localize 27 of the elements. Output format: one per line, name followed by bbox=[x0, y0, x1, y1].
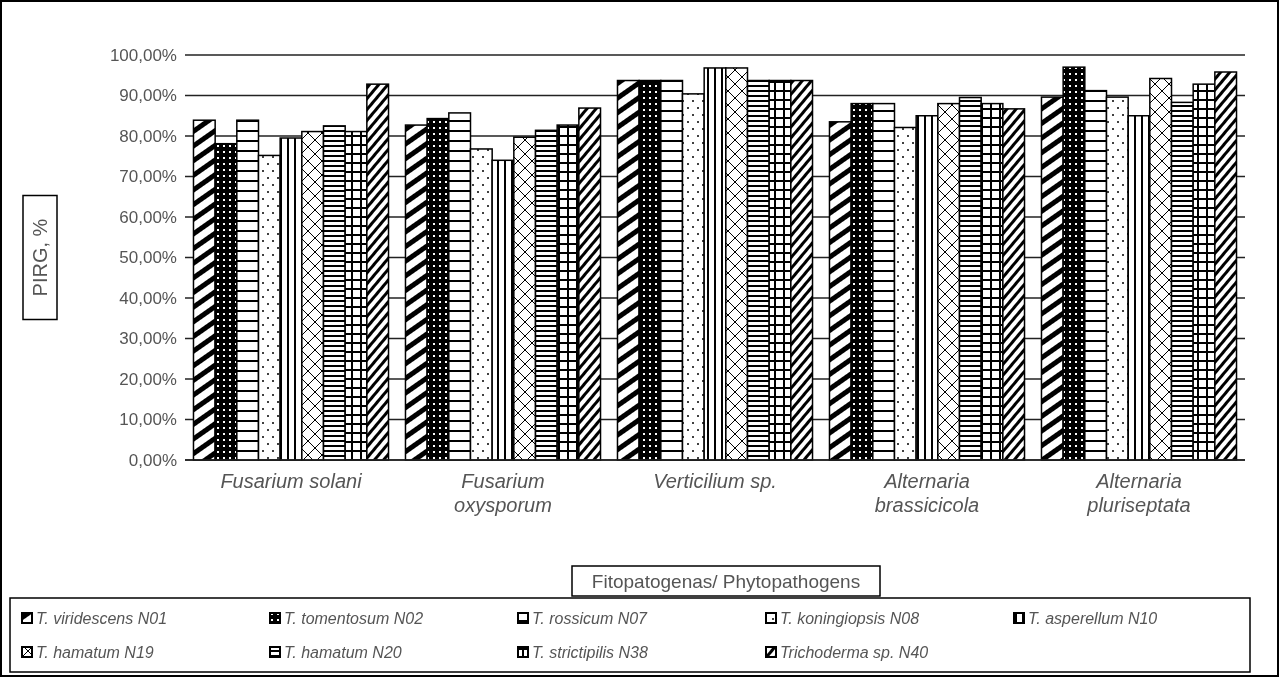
x-tick-label: Verticilium sp. bbox=[653, 470, 777, 492]
y-axis-title: PIRG, % bbox=[29, 218, 51, 297]
legend-label: Trichoderma sp. N40 bbox=[780, 643, 929, 661]
legend-label: T. strictipilis N38 bbox=[532, 643, 648, 661]
y-tick-label: 10,00% bbox=[119, 410, 177, 430]
y-tick-label: 60,00% bbox=[119, 207, 177, 227]
legend-label: T. viridescens N01 bbox=[36, 609, 168, 627]
x-tick-label: Fusarium oxysporum bbox=[454, 470, 552, 516]
legend-label: T. hamatum N20 bbox=[284, 643, 402, 661]
x-tick-label: Alternaria brassicicola bbox=[874, 470, 980, 516]
y-tick-label: 100,00% bbox=[109, 45, 177, 65]
y-tick-label: 50,00% bbox=[119, 248, 177, 268]
legend-label: T. asperellum N10 bbox=[1028, 609, 1158, 627]
x-tick-label: Alternaria pluriseptata bbox=[1086, 470, 1191, 516]
legend-label: T. koningiopsis N08 bbox=[780, 609, 920, 627]
legend-label: T. hamatum N19 bbox=[36, 643, 154, 661]
y-tick-label: 30,00% bbox=[119, 329, 177, 349]
legend-label: T. rossicum N07 bbox=[532, 609, 649, 627]
legend-label: T. tomentosum N02 bbox=[284, 609, 424, 627]
y-tick-label: 70,00% bbox=[119, 167, 177, 187]
y-tick-label: 90,00% bbox=[119, 86, 177, 106]
x-tick-label: Fusarium solani bbox=[220, 470, 363, 492]
y-tick-label: 80,00% bbox=[119, 126, 177, 146]
y-tick-label: 0,00% bbox=[128, 450, 177, 470]
y-tick-label: 40,00% bbox=[119, 288, 177, 308]
y-tick-label: 20,00% bbox=[119, 369, 177, 389]
x-axis-title: Fitopatogenas/ Phytopathogens bbox=[591, 570, 861, 592]
